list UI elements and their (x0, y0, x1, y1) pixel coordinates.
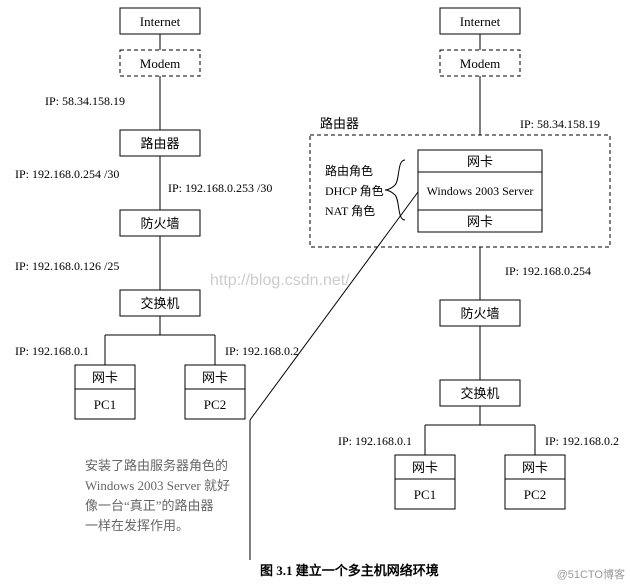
left-router: 路由器 (140, 136, 179, 151)
right-nic-bottom: 网卡 (467, 214, 493, 229)
left-switch: 交换机 (140, 296, 179, 311)
left-ip-253: IP: 192.168.0.253 /30 (168, 181, 272, 195)
network-diagram: Internet Modem IP: 58.34.158.19 路由器 IP: … (0, 0, 630, 584)
left-pc2: PC2 (204, 397, 226, 412)
left-ip-pc1: IP: 192.168.0.1 (15, 344, 89, 358)
left-ip-254: IP: 192.168.0.254 /30 (15, 167, 119, 181)
figure-caption: 图 3.1 建立一个多主机网络环境 (260, 563, 439, 578)
right-ip-pc1: IP: 192.168.0.1 (338, 434, 412, 448)
right-internet: Internet (460, 14, 501, 29)
right-nic-top: 网卡 (467, 154, 493, 169)
watermark: http://blog.csdn.net/ (210, 272, 350, 289)
roles-l1: 路由角色 (325, 163, 373, 178)
svg-text:像一台“真正”的路由器: 像一台“真正”的路由器 (85, 498, 214, 513)
right-topology: Internet Modem 路由器 IP: 58.34.158.19 网卡 W… (310, 8, 619, 509)
left-ip-pc2: IP: 192.168.0.2 (225, 344, 299, 358)
left-pc1-nic: 网卡 (92, 370, 118, 385)
svg-text:Windows 2003 Server 就好: Windows 2003 Server 就好 (85, 478, 230, 493)
left-firewall: 防火墙 (140, 216, 179, 231)
svg-text:一样在发挥作用。: 一样在发挥作用。 (85, 518, 189, 533)
right-firewall: 防火墙 (460, 306, 499, 321)
left-topology: Internet Modem IP: 58.34.158.19 路由器 IP: … (15, 8, 299, 419)
left-ip-58: IP: 58.34.158.19 (45, 94, 125, 108)
right-server: Windows 2003 Server (427, 184, 534, 198)
right-ip-pc2: IP: 192.168.0.2 (545, 434, 619, 448)
left-pc1: PC1 (94, 397, 116, 412)
right-pc2: PC2 (524, 487, 546, 502)
right-pc1: PC1 (414, 487, 436, 502)
credit: @51CTO博客 (557, 567, 625, 581)
right-switch: 交换机 (460, 386, 499, 401)
svg-text:安装了路由服务器角色的: 安装了路由服务器角色的 (85, 458, 228, 473)
left-internet: Internet (140, 14, 181, 29)
right-pc2-nic: 网卡 (522, 460, 548, 475)
left-ip-126: IP: 192.168.0.126 /25 (15, 259, 119, 273)
left-modem: Modem (140, 56, 180, 71)
right-router-label: 路由器 (320, 116, 359, 131)
roles-l2: DHCP 角色 (325, 184, 384, 198)
right-ip-254: IP: 192.168.0.254 (505, 264, 591, 278)
right-pc1-nic: 网卡 (412, 460, 438, 475)
roles-l3: NAT 角色 (325, 204, 375, 218)
right-modem: Modem (460, 56, 500, 71)
left-pc2-nic: 网卡 (202, 370, 228, 385)
explanatory-note: 安装了路由服务器角色的 Windows 2003 Server 就好 像一台“真… (85, 458, 230, 533)
right-ip-58: IP: 58.34.158.19 (520, 117, 600, 131)
